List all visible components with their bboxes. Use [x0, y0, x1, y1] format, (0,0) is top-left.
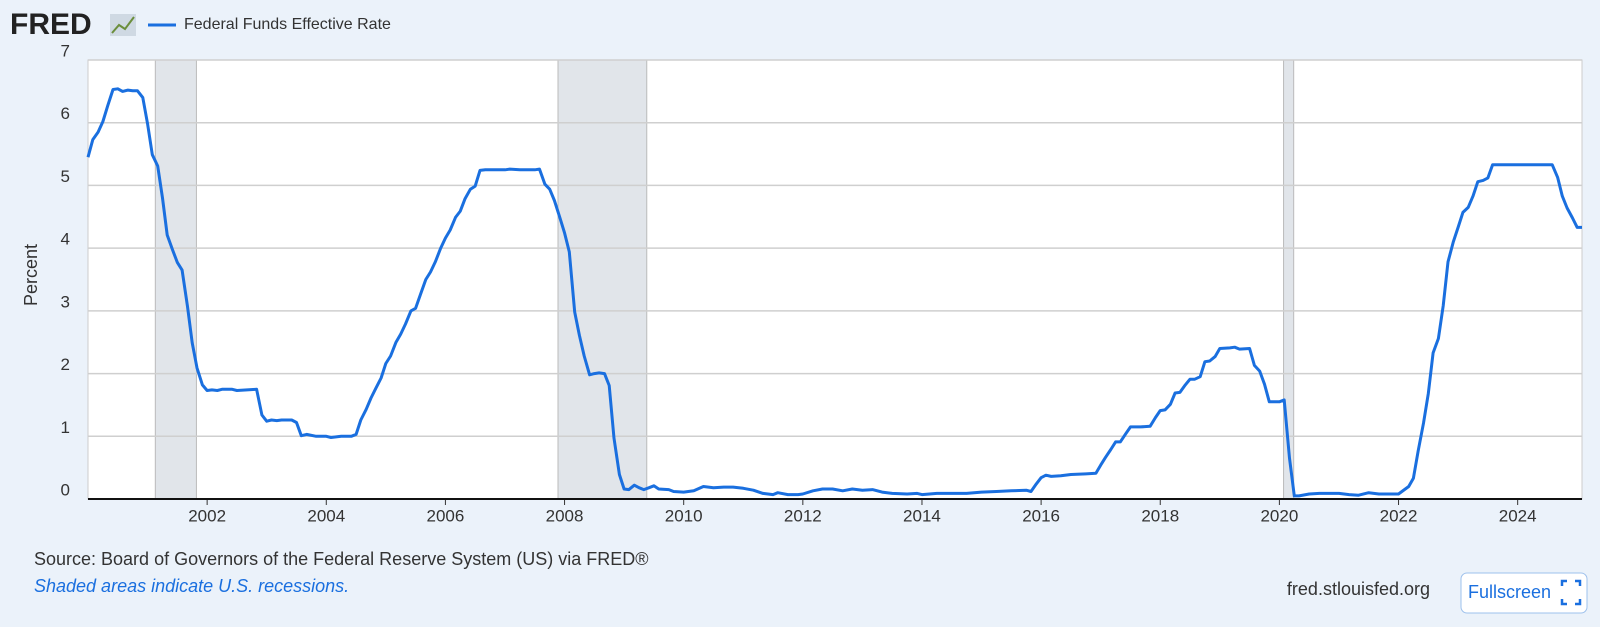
x-tick-label: 2022 [1380, 506, 1418, 525]
source: Source: Board of Governors of the Federa… [34, 549, 649, 569]
y-tick-label: 6 [61, 104, 70, 123]
x-tick-label: 2018 [1141, 506, 1179, 525]
y-tick-label: 2 [61, 355, 70, 374]
y-axis-label: Percent [21, 244, 41, 306]
fullscreen-button[interactable]: Fullscreen [1460, 572, 1588, 614]
x-tick-label: 2020 [1260, 506, 1298, 525]
recession-band [154, 59, 197, 500]
site-link[interactable]: fred.stlouisfed.org [1287, 579, 1430, 599]
recession-note[interactable]: Shaded areas indicate U.S. recessions. [34, 576, 349, 596]
plot-area [87, 59, 1583, 500]
logo-icon [110, 14, 136, 36]
y-tick-label: 5 [61, 167, 70, 186]
y-tick-label: 3 [61, 292, 70, 311]
y-tick-label: 1 [61, 418, 70, 437]
logo: FRED [10, 8, 92, 41]
x-tick-label: 2002 [188, 506, 226, 525]
x-tick-label: 2006 [427, 506, 465, 525]
x-tick-label: 2008 [546, 506, 584, 525]
y-tick-label: 0 [61, 480, 70, 499]
x-tick-label: 2010 [665, 506, 703, 525]
fullscreen-label[interactable]: Fullscreen [1468, 582, 1551, 602]
y-tick-label: 7 [61, 41, 70, 60]
x-tick-label: 2024 [1499, 506, 1537, 525]
x-tick-label: 2012 [784, 506, 822, 525]
x-tick-label: 2014 [903, 506, 941, 525]
x-tick-label: 2004 [307, 506, 345, 525]
legend-label: Federal Funds Effective Rate [184, 16, 391, 33]
x-tick-label: 2016 [1022, 506, 1060, 525]
y-tick-label: 4 [61, 230, 70, 249]
series-line [86, 87, 1582, 498]
